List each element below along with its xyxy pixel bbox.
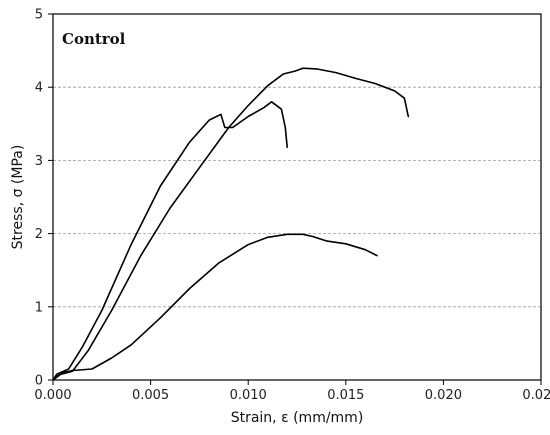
x-tick-label: 0.015 <box>327 388 364 403</box>
x-tick-label: 0.020 <box>425 388 462 403</box>
y-axis-ticks: 0 1 2 3 4 5 <box>35 8 53 389</box>
x-tick-label: 0.010 <box>230 388 267 403</box>
x-tick-label: 0.025 <box>522 388 550 403</box>
series-line-1 <box>52 101 289 381</box>
y-tick-label: 4 <box>35 81 43 96</box>
y-axis-label: Stress, σ (MPa) <box>10 145 26 250</box>
y-tick-label: 0 <box>35 374 43 389</box>
plot-frame <box>52 13 542 381</box>
y-tick-label: 3 <box>35 154 43 169</box>
y-tick-label: 2 <box>35 227 43 242</box>
x-axis-label: Strain, ε (mm/mm) <box>231 410 364 426</box>
x-axis-ticks: 0.000 0.005 0.010 0.015 0.020 0.025 <box>34 380 550 403</box>
panel-title: Control <box>62 30 126 48</box>
series-line-3 <box>52 233 378 381</box>
x-tick-label: 0.000 <box>34 388 71 403</box>
x-tick-label: 0.005 <box>132 388 169 403</box>
y-tick-label: 5 <box>35 8 43 23</box>
series-line-2 <box>52 67 410 381</box>
y-tick-label: 1 <box>35 300 43 315</box>
series-group <box>52 67 410 381</box>
grid-lines <box>53 86 541 308</box>
